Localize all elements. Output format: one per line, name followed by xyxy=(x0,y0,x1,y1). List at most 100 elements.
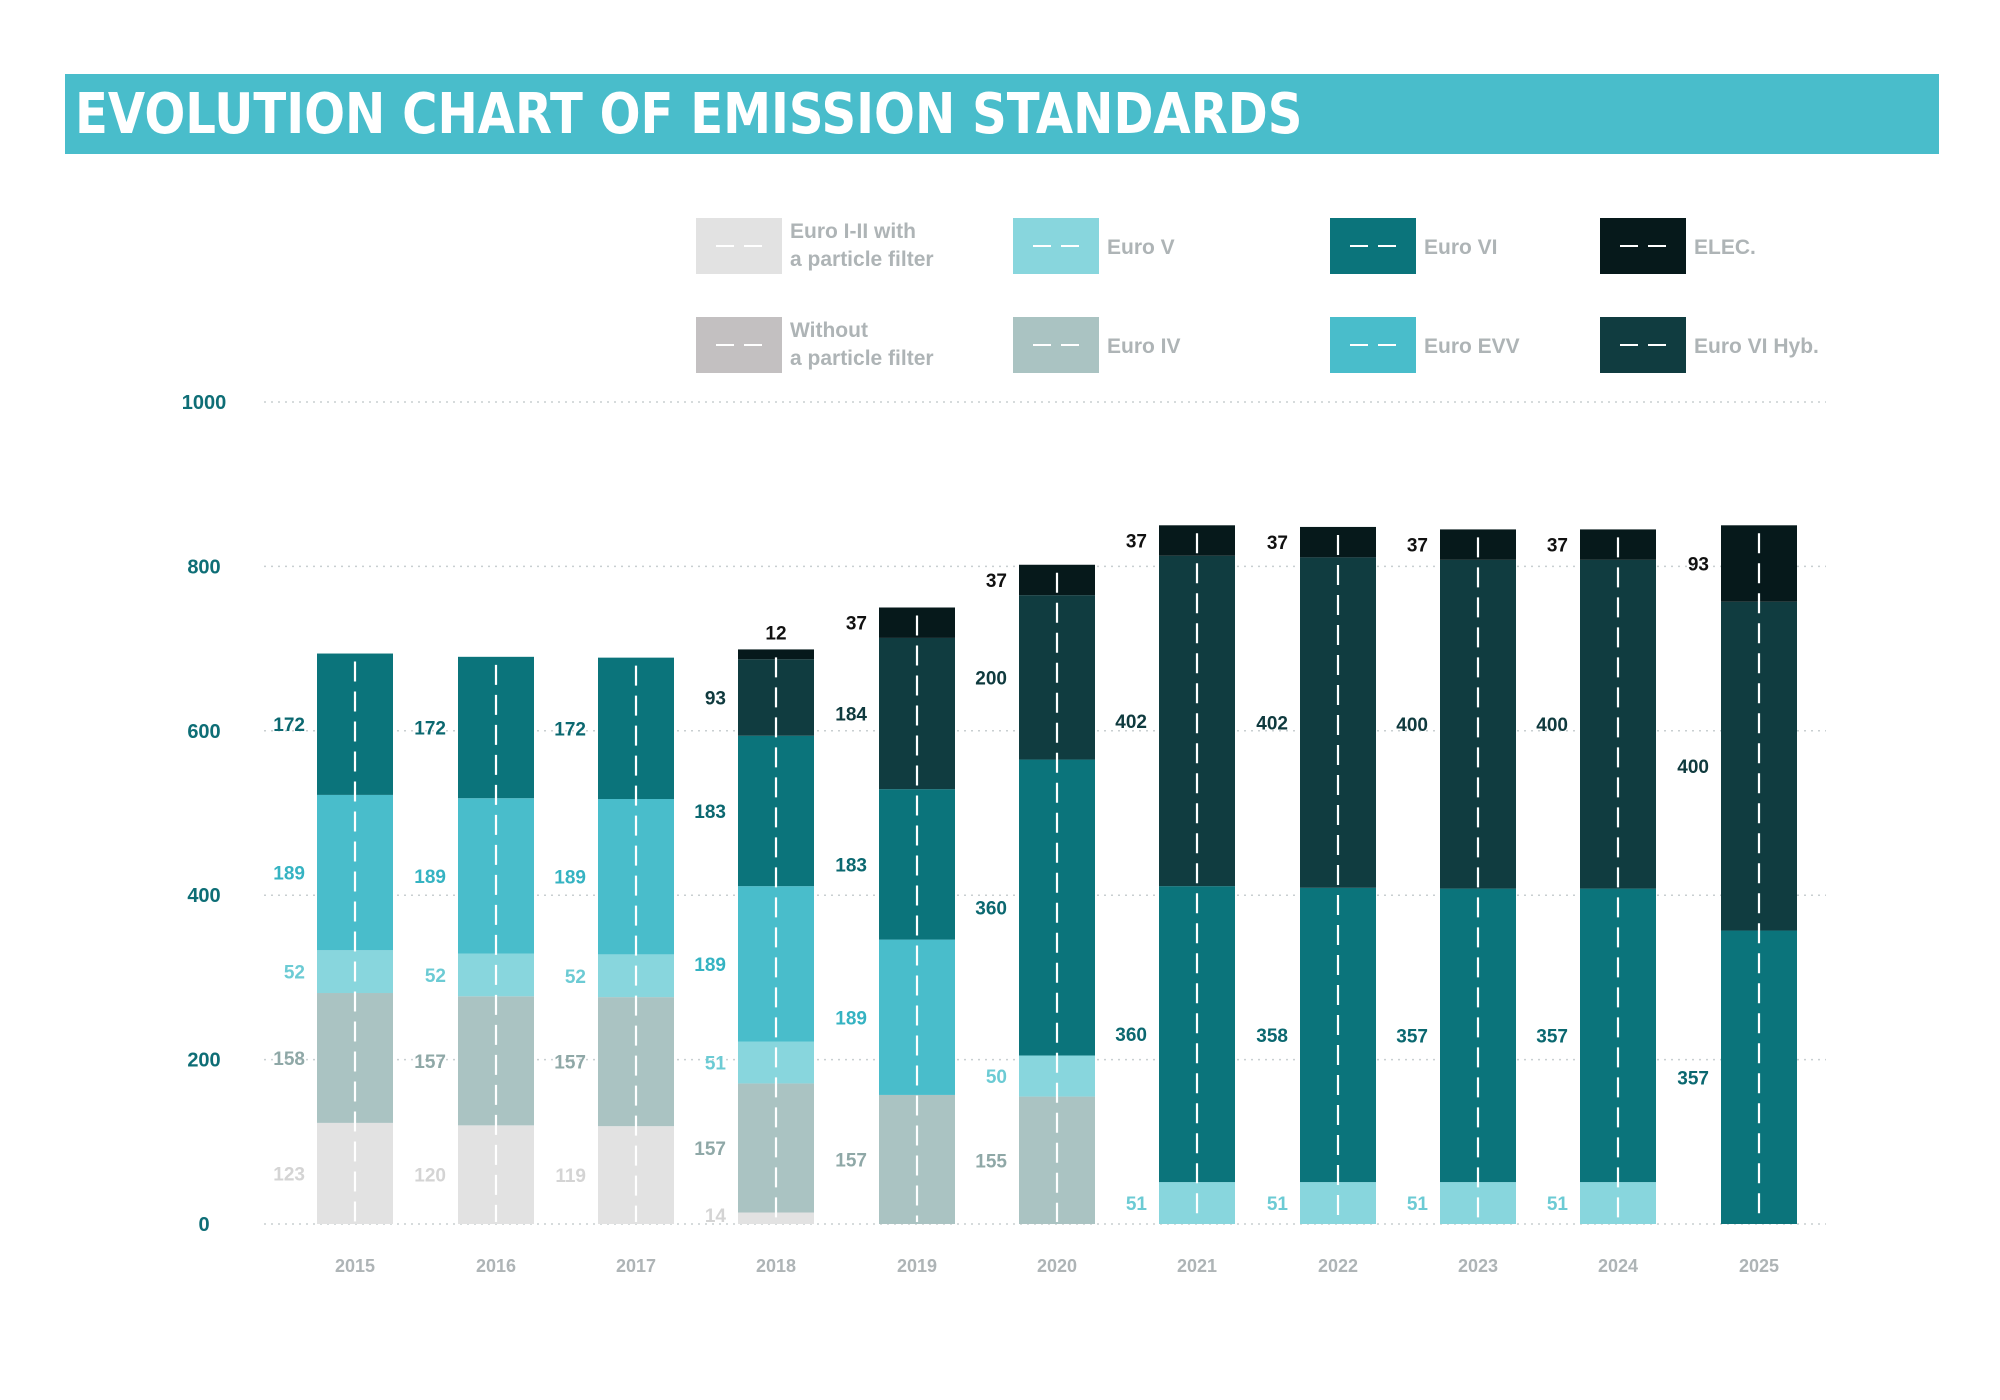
data-label: 400 xyxy=(1396,715,1428,736)
legend-item-nofilter: Without a particle filter xyxy=(696,317,934,373)
data-label: 51 xyxy=(1547,1194,1569,1215)
bars xyxy=(317,525,1797,1224)
data-label: 155 xyxy=(975,1151,1007,1172)
data-label: 93 xyxy=(1688,555,1709,576)
y-tick-label: 400 xyxy=(187,885,220,907)
legend-label: Euro VI xyxy=(1424,236,1498,259)
data-label: 50 xyxy=(986,1067,1007,1088)
x-tick-label: 2020 xyxy=(1037,1256,1077,1276)
data-label: 158 xyxy=(273,1049,305,1070)
y-tick-label: 600 xyxy=(187,721,220,743)
data-label: 157 xyxy=(835,1150,867,1171)
bar-2021 xyxy=(1159,525,1235,1224)
legend-label: Euro VI Hyb. xyxy=(1694,335,1819,358)
y-tick-label: 0 xyxy=(198,1214,209,1236)
data-label: 37 xyxy=(1267,533,1288,554)
data-label: 400 xyxy=(1536,715,1568,736)
y-tick-label: 1000 xyxy=(182,392,227,414)
data-label: 119 xyxy=(555,1166,586,1187)
data-label: 157 xyxy=(694,1139,726,1160)
legend-item-euro4: Euro IV xyxy=(1013,317,1181,373)
data-label: 37 xyxy=(1407,536,1428,557)
legend-swatch xyxy=(1013,317,1099,373)
data-label: 357 xyxy=(1396,1026,1428,1047)
data-label: 12 xyxy=(765,623,786,644)
data-label: 51 xyxy=(1407,1194,1429,1215)
legend-item-euro12: Euro I-II with a particle filter xyxy=(696,218,934,274)
x-tick-label: 2019 xyxy=(897,1256,937,1276)
x-tick-label: 2018 xyxy=(756,1256,796,1276)
legend-label: Euro V xyxy=(1107,236,1175,259)
bar-segment xyxy=(738,1212,814,1224)
legend-item-elec: ELEC. xyxy=(1600,218,1756,274)
data-label: 51 xyxy=(1126,1194,1148,1215)
legend-swatch xyxy=(1330,317,1416,373)
data-label: 189 xyxy=(835,1008,867,1029)
legend-item-eev: Euro EVV xyxy=(1330,317,1520,373)
data-label: 357 xyxy=(1677,1068,1709,1089)
x-tick-label: 2025 xyxy=(1739,1256,1779,1276)
data-label: 51 xyxy=(705,1053,727,1074)
data-label: 37 xyxy=(1126,532,1147,553)
data-label: 360 xyxy=(975,899,1007,920)
x-tick-label: 2016 xyxy=(476,1256,516,1276)
data-label: 157 xyxy=(414,1052,446,1073)
x-tick-label: 2017 xyxy=(616,1256,656,1276)
data-labels: 123 158 52 189 172 120 157 52 189 172 119 157 52 189 1… xyxy=(273,532,1709,1227)
legend-label: Euro EVV xyxy=(1424,335,1520,358)
bar-2024 xyxy=(1580,529,1656,1224)
legend-item-euro6: Euro VI xyxy=(1330,218,1498,274)
data-label: 189 xyxy=(554,868,586,889)
legend-swatch xyxy=(1600,218,1686,274)
bar-2017 xyxy=(598,657,674,1224)
data-label: 172 xyxy=(273,715,305,736)
bar-2020 xyxy=(1019,564,1095,1224)
legend-label: Euro I-II with xyxy=(790,220,916,243)
data-label: 360 xyxy=(1115,1025,1147,1046)
legend-label: a particle filter xyxy=(790,248,934,271)
legend-swatch xyxy=(696,317,782,373)
legend-swatch xyxy=(1330,218,1416,274)
legend-swatch xyxy=(1013,218,1099,274)
bar-2022 xyxy=(1300,526,1376,1224)
data-label: 183 xyxy=(835,855,867,876)
y-axis: 0 200 400 600 800 1000 xyxy=(182,392,227,1236)
legend-item-euro6hyb: Euro VI Hyb. xyxy=(1600,317,1819,373)
legend-label: Without xyxy=(790,319,868,342)
data-label: 172 xyxy=(414,719,446,740)
y-tick-label: 200 xyxy=(187,1050,220,1072)
data-label: 172 xyxy=(554,719,586,740)
y-tick-label: 800 xyxy=(187,556,220,578)
x-tick-label: 2024 xyxy=(1598,1256,1638,1276)
data-label: 157 xyxy=(554,1053,586,1074)
data-label: 123 xyxy=(273,1164,305,1185)
bar-2019 xyxy=(879,607,955,1224)
legend-label: a particle filter xyxy=(790,347,934,370)
page-title: EVOLUTION CHART OF EMISSION STANDARDS xyxy=(75,82,1303,147)
data-label: 183 xyxy=(694,802,726,823)
bar-2023 xyxy=(1440,529,1516,1224)
x-axis: 2015 2016 2017 2018 2019 2020 2021 2022 2023 2024… xyxy=(335,1256,1779,1276)
data-label: 93 xyxy=(705,689,726,710)
legend-swatch xyxy=(1600,317,1686,373)
bar-2015 xyxy=(317,653,393,1224)
legend: Euro I-II with a particle filter Euro V Eur… xyxy=(696,218,1819,373)
x-tick-label: 2021 xyxy=(1177,1256,1217,1276)
data-label: 357 xyxy=(1536,1026,1568,1047)
x-tick-label: 2022 xyxy=(1318,1256,1358,1276)
data-label: 402 xyxy=(1115,712,1147,733)
data-label: 189 xyxy=(273,864,305,885)
data-label: 37 xyxy=(1547,536,1568,557)
data-label: 51 xyxy=(1267,1194,1289,1215)
legend-label: ELEC. xyxy=(1694,236,1756,259)
data-label: 120 xyxy=(414,1166,446,1187)
legend-label: Euro IV xyxy=(1107,335,1181,358)
title-bar: EVOLUTION CHART OF EMISSION STANDARDS xyxy=(65,74,1939,154)
data-label: 37 xyxy=(846,614,867,635)
data-label: 184 xyxy=(835,705,867,726)
legend-swatch xyxy=(696,218,782,274)
x-tick-label: 2015 xyxy=(335,1256,375,1276)
data-label: 402 xyxy=(1256,714,1288,735)
x-tick-label: 2023 xyxy=(1458,1256,1498,1276)
